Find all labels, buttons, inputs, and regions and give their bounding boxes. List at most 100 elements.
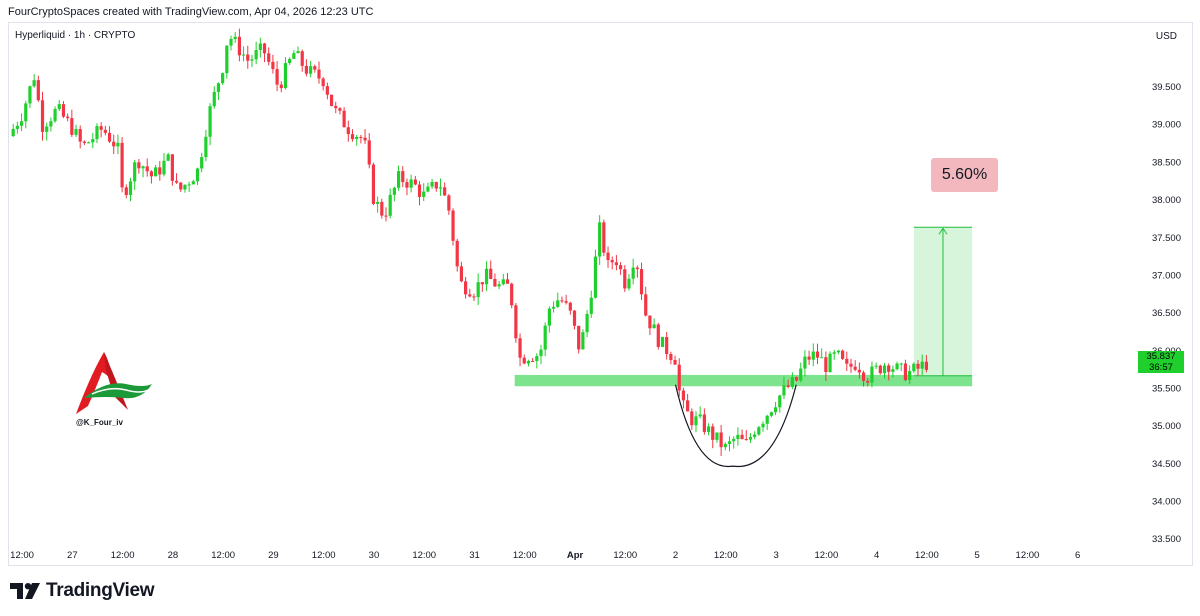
candle-body: [631, 267, 635, 279]
candle-body: [195, 168, 200, 182]
candle-body: [200, 157, 204, 169]
candle-body: [790, 377, 794, 387]
candle-body: [903, 363, 908, 381]
candle-body: [417, 184, 422, 198]
candle-body: [916, 363, 920, 369]
percent-change-label: 5.60%: [931, 158, 998, 192]
x-tick-label: 29: [268, 550, 279, 561]
candle-body: [895, 363, 899, 370]
candle-body: [773, 407, 778, 413]
candle-body: [618, 265, 623, 270]
candle-body: [15, 125, 19, 129]
x-tick-label: 12:00: [915, 550, 939, 561]
candle-body: [698, 414, 702, 417]
symbol-info[interactable]: Hyperliquid · 1h · CRYPTO: [15, 30, 136, 41]
candle-body: [107, 132, 112, 142]
candle-body: [82, 141, 87, 143]
candle-body: [480, 282, 484, 285]
candle-body: [853, 366, 857, 370]
candle-body: [292, 53, 296, 59]
candle-body: [673, 359, 677, 365]
candle-body: [815, 351, 820, 358]
candle-body: [325, 86, 329, 95]
candle-body: [350, 134, 355, 140]
candle-body: [786, 385, 790, 387]
candle-body: [581, 332, 585, 350]
candle-body: [551, 306, 556, 309]
candle-body: [271, 61, 275, 70]
candle-body: [154, 167, 158, 177]
candle-body: [70, 118, 74, 135]
candle-body: [166, 154, 170, 161]
candle-body: [870, 366, 874, 383]
candle-body: [711, 426, 715, 440]
candle-body: [447, 195, 451, 211]
candle-body: [560, 300, 564, 302]
candle-body: [40, 100, 45, 132]
candle-body: [627, 278, 631, 289]
candle-body: [589, 297, 593, 314]
x-tick-label: 28: [168, 550, 179, 561]
candle-body: [19, 121, 24, 126]
candle-body: [208, 106, 212, 137]
candle-body: [388, 194, 392, 216]
chart-frame[interactable]: 39.500 39.000 38.500 38.000 37.500 37.000 36.5…: [8, 22, 1193, 566]
candle-body: [753, 434, 757, 438]
candle-body: [241, 54, 246, 56]
candle-body: [317, 69, 321, 79]
axes-layer: 39.500 39.000 38.500 38.000 37.500 37.000 36.5…: [10, 82, 1181, 561]
candle-body: [639, 269, 644, 295]
candle-body: [652, 324, 656, 329]
candle-body: [497, 284, 501, 287]
candle-body: [606, 252, 610, 261]
candle-body: [681, 390, 686, 401]
candle-body: [736, 434, 740, 439]
y-tick-label: 36.500: [1152, 308, 1181, 319]
candle-body: [254, 50, 258, 60]
candle-body: [761, 423, 765, 428]
candle-body: [283, 63, 288, 89]
tradingview-logo-icon: [10, 583, 40, 599]
candle-body: [493, 278, 497, 287]
candle-body: [489, 268, 493, 279]
y-tick-label: 35.500: [1152, 384, 1181, 395]
candle-body: [556, 300, 560, 307]
candle-body: [882, 365, 887, 374]
candle-body: [116, 142, 120, 147]
x-tick-label: 31: [469, 550, 480, 561]
tradingview-brand[interactable]: TradingView: [10, 580, 155, 602]
candle-body: [861, 372, 866, 381]
candle-body: [250, 59, 254, 61]
candle-body: [371, 164, 376, 204]
candle-body: [405, 182, 409, 188]
brand-name: TradingView: [46, 580, 155, 601]
candle-body: [334, 105, 338, 109]
candle-body: [690, 411, 694, 426]
candle-body: [899, 363, 903, 365]
candle-body: [422, 191, 426, 198]
candle-body: [648, 315, 652, 329]
top-caption: FourCryptoSpaces created with TradingVie…: [8, 6, 374, 18]
x-tick-label: 6: [1075, 550, 1080, 561]
candle-body: [635, 267, 639, 270]
candle-body: [162, 160, 166, 175]
price-chart[interactable]: 39.500 39.000 38.500 38.000 37.500 37.000 36.5…: [9, 23, 1193, 566]
currency-button[interactable]: USD: [1155, 31, 1177, 42]
candle-body: [451, 210, 455, 241]
candle-body: [443, 187, 447, 196]
candle-body: [430, 182, 434, 187]
candle-body: [866, 380, 870, 383]
candle-body: [748, 437, 753, 440]
candle-body: [836, 350, 841, 353]
candle-body: [170, 154, 174, 181]
candle-body: [803, 356, 807, 369]
support-zone: [514, 374, 973, 387]
x-tick-label: 12:00: [1016, 550, 1040, 561]
candle-body: [24, 103, 28, 122]
candle-body: [11, 128, 15, 137]
candle-body: [321, 78, 325, 87]
candle-body: [145, 166, 149, 172]
candle-body: [158, 167, 162, 175]
candle-body: [765, 415, 769, 424]
candle-body: [267, 53, 271, 62]
